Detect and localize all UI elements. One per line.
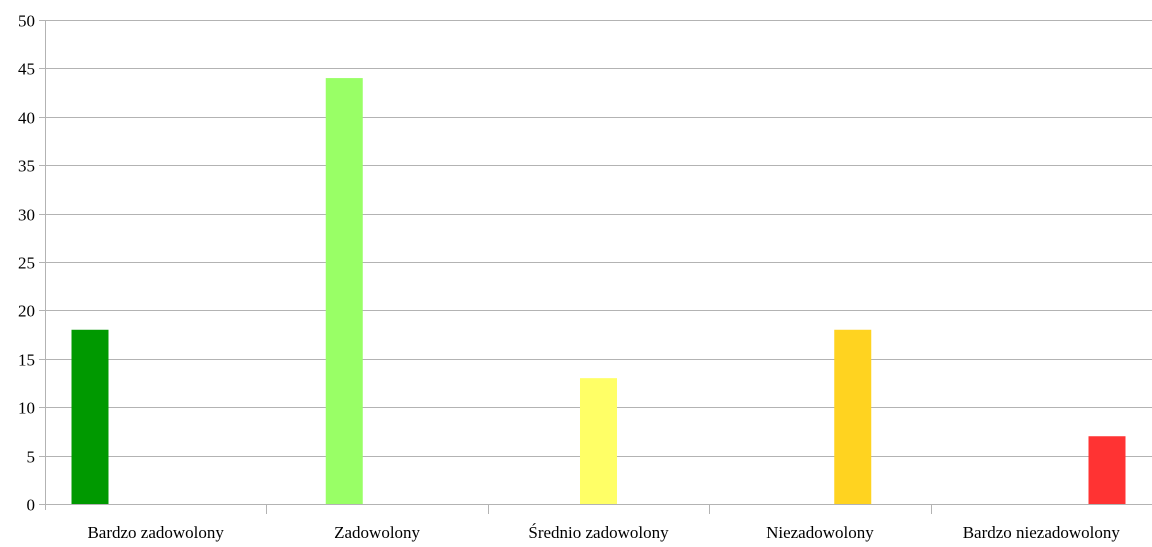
y-tick-label: 35	[18, 157, 35, 176]
y-tick-label: 45	[18, 60, 35, 79]
x-tick-label: Średnio zadowolony	[528, 523, 669, 542]
x-tick-label: Bardzo niezadowolony	[963, 523, 1121, 542]
y-tick-label: 10	[18, 399, 35, 418]
y-tick-label: 15	[18, 351, 35, 370]
x-tick-label: Zadowolony	[334, 523, 420, 542]
bar	[71, 329, 109, 504]
y-tick-label: 0	[27, 496, 36, 515]
bar	[325, 78, 363, 504]
y-tick-label: 50	[18, 12, 35, 31]
y-tick-label: 40	[18, 109, 35, 128]
bar	[834, 329, 872, 504]
x-tick-label: Bardzo zadowolony	[87, 523, 224, 542]
y-tick-label: 5	[27, 448, 36, 467]
y-tick-label: 20	[18, 302, 35, 321]
y-tick-label: 30	[18, 206, 35, 225]
bar	[1088, 436, 1126, 504]
y-tick-label: 25	[18, 254, 35, 273]
bar	[580, 378, 617, 504]
x-tick-label: Niezadowolony	[766, 523, 874, 542]
